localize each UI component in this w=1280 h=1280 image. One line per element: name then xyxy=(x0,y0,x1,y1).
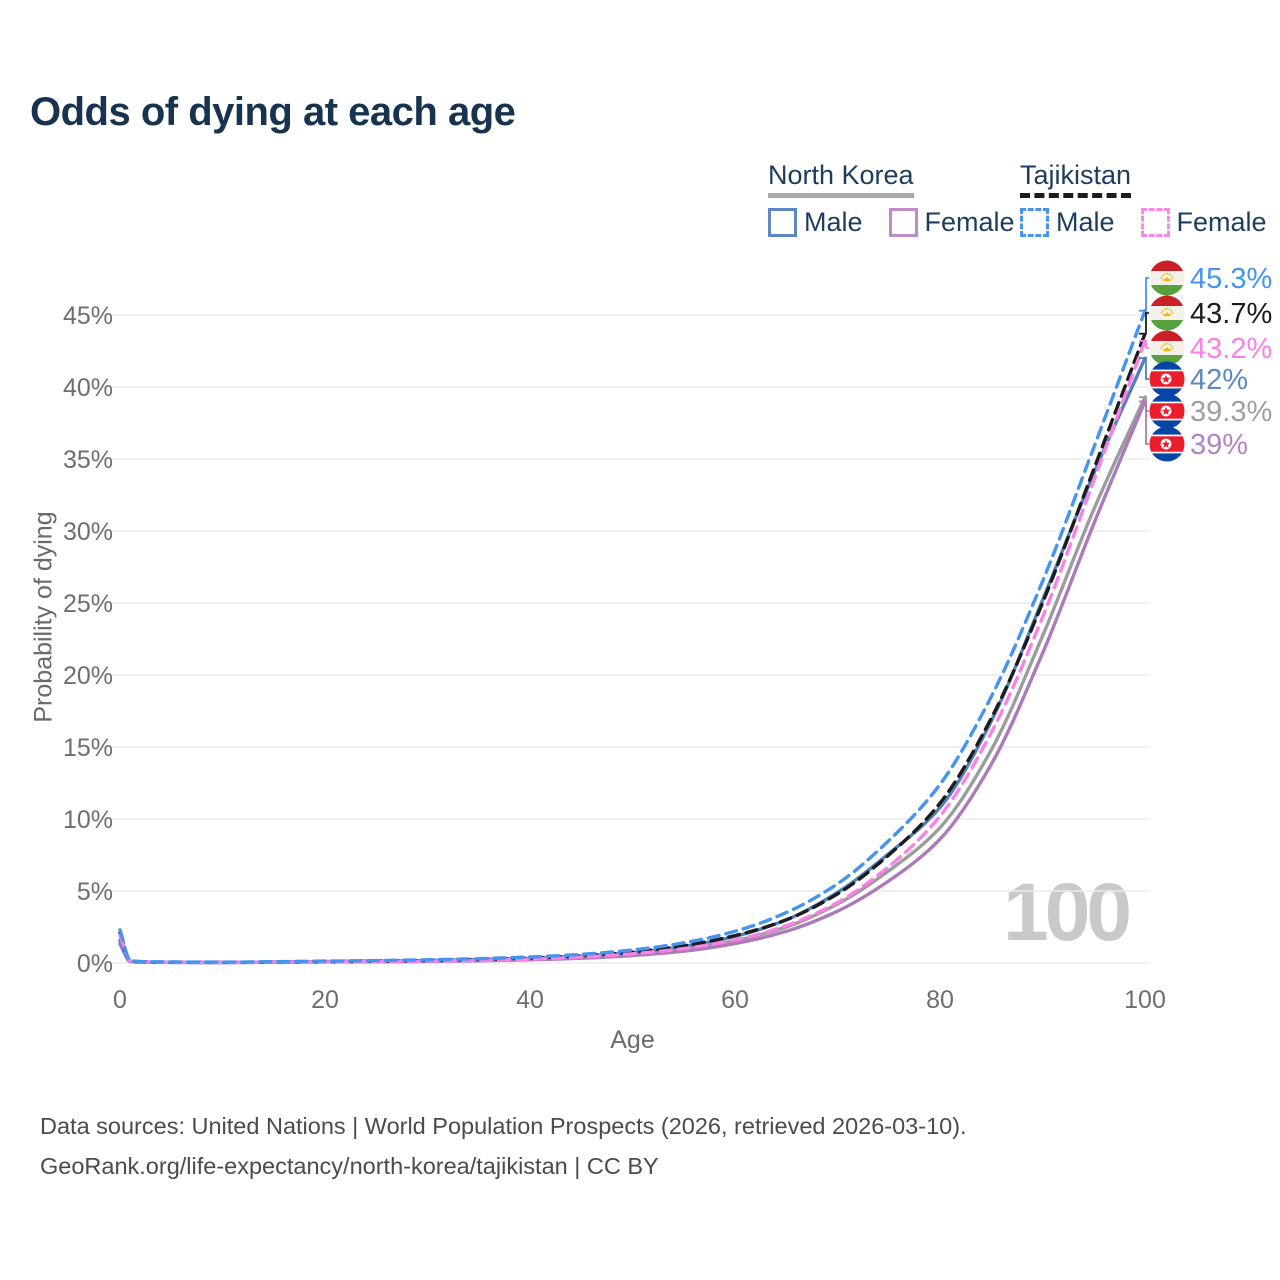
connector-line xyxy=(1139,277,1149,312)
y-tick-label: 20% xyxy=(63,662,113,690)
age-watermark: 100 xyxy=(1003,867,1132,958)
legend-label: Male xyxy=(804,207,863,237)
x-tick-label: 80 xyxy=(926,986,954,1014)
footer-sources: Data sources: United Nations | World Pop… xyxy=(40,1113,967,1139)
connector-line xyxy=(1139,340,1149,349)
end-label-tajikistan-both: 43.7% xyxy=(1190,298,1272,330)
tajikistan-flag-icon xyxy=(1149,260,1185,296)
legend-label: Female xyxy=(924,207,1015,237)
tajikistan-flag-icon xyxy=(1149,330,1185,366)
legend-country-tajikistan[interactable]: Tajikistan xyxy=(1020,160,1132,198)
page-title: Odds of dying at each age xyxy=(30,90,516,134)
end-label-north-korea-both: 39.3% xyxy=(1190,396,1272,428)
connector-line xyxy=(1139,357,1149,380)
series-line-north-korea-female[interactable] xyxy=(118,399,1147,965)
end-label-tajikistan-female: 43.2% xyxy=(1190,333,1272,365)
tajikistan-flag-icon xyxy=(1149,295,1185,331)
y-tick-label: 40% xyxy=(63,374,113,402)
x-tick-label: 0 xyxy=(113,986,127,1014)
footer-attribution: GeoRank.org/life-expectancy/north-korea/… xyxy=(40,1153,659,1179)
end-label-tajikistan-male: 45.3% xyxy=(1190,263,1272,295)
y-tick-label: 25% xyxy=(63,590,113,618)
x-tick-label: 60 xyxy=(721,986,749,1014)
series-line-north-korea-both[interactable] xyxy=(118,395,1147,965)
y-tick-label: 5% xyxy=(77,878,113,906)
y-tick-label: 35% xyxy=(63,446,113,474)
tj-female-swatch-icon xyxy=(1140,208,1170,237)
y-tick-label: 45% xyxy=(63,302,113,330)
series-line-north-korea-male[interactable] xyxy=(118,356,1147,965)
tj-male-swatch-icon xyxy=(1020,208,1049,237)
x-tick-label: 100 xyxy=(1124,986,1166,1014)
nk-female-swatch-icon xyxy=(888,208,918,237)
north-korea-flag-icon xyxy=(1149,361,1185,397)
end-label-north-korea-female: 39% xyxy=(1190,429,1248,461)
legend-item-tj-male[interactable]: Male xyxy=(1020,207,1115,238)
north-korea-flag-icon xyxy=(1149,393,1185,429)
end-label-north-korea-male: 42% xyxy=(1190,364,1248,396)
north-korea-flag-icon xyxy=(1149,426,1185,462)
x-axis-title: Age xyxy=(610,1026,655,1054)
legend-item-nk-male[interactable]: Male xyxy=(768,207,863,238)
legend-group-north-korea: North Korea Male Female xyxy=(768,160,1015,238)
y-tick-label: 10% xyxy=(63,806,113,834)
x-tick-label: 40 xyxy=(516,986,544,1014)
series-line-tajikistan-female[interactable] xyxy=(118,339,1147,965)
y-axis-title: Probability of dying xyxy=(29,511,58,723)
series-line-tajikistan-male[interactable] xyxy=(118,309,1147,964)
legend-label: Male xyxy=(1056,207,1115,237)
footer: Data sources: United Nations | World Pop… xyxy=(40,1106,967,1186)
y-tick-label: 0% xyxy=(77,950,113,978)
legend-label: Female xyxy=(1176,207,1267,237)
connector-line xyxy=(1139,312,1149,335)
nk-male-swatch-icon xyxy=(768,208,797,237)
y-tick-label: 15% xyxy=(63,734,113,762)
series-line-tajikistan-both[interactable] xyxy=(118,332,1147,965)
x-tick-label: 20 xyxy=(311,986,339,1014)
y-tick-label: 30% xyxy=(63,518,113,546)
legend-group-tajikistan: Tajikistan Male Female xyxy=(1020,160,1267,238)
legend-country-north-korea[interactable]: North Korea xyxy=(768,160,914,198)
connector-line xyxy=(1139,400,1149,445)
legend-item-nk-female[interactable]: Female xyxy=(888,207,1015,238)
legend-item-tj-female[interactable]: Female xyxy=(1140,207,1267,238)
